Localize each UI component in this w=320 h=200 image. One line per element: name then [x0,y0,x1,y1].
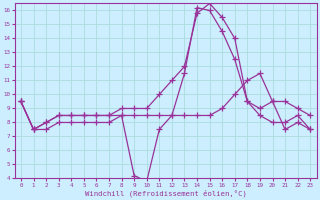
X-axis label: Windchill (Refroidissement éolien,°C): Windchill (Refroidissement éolien,°C) [85,189,246,197]
